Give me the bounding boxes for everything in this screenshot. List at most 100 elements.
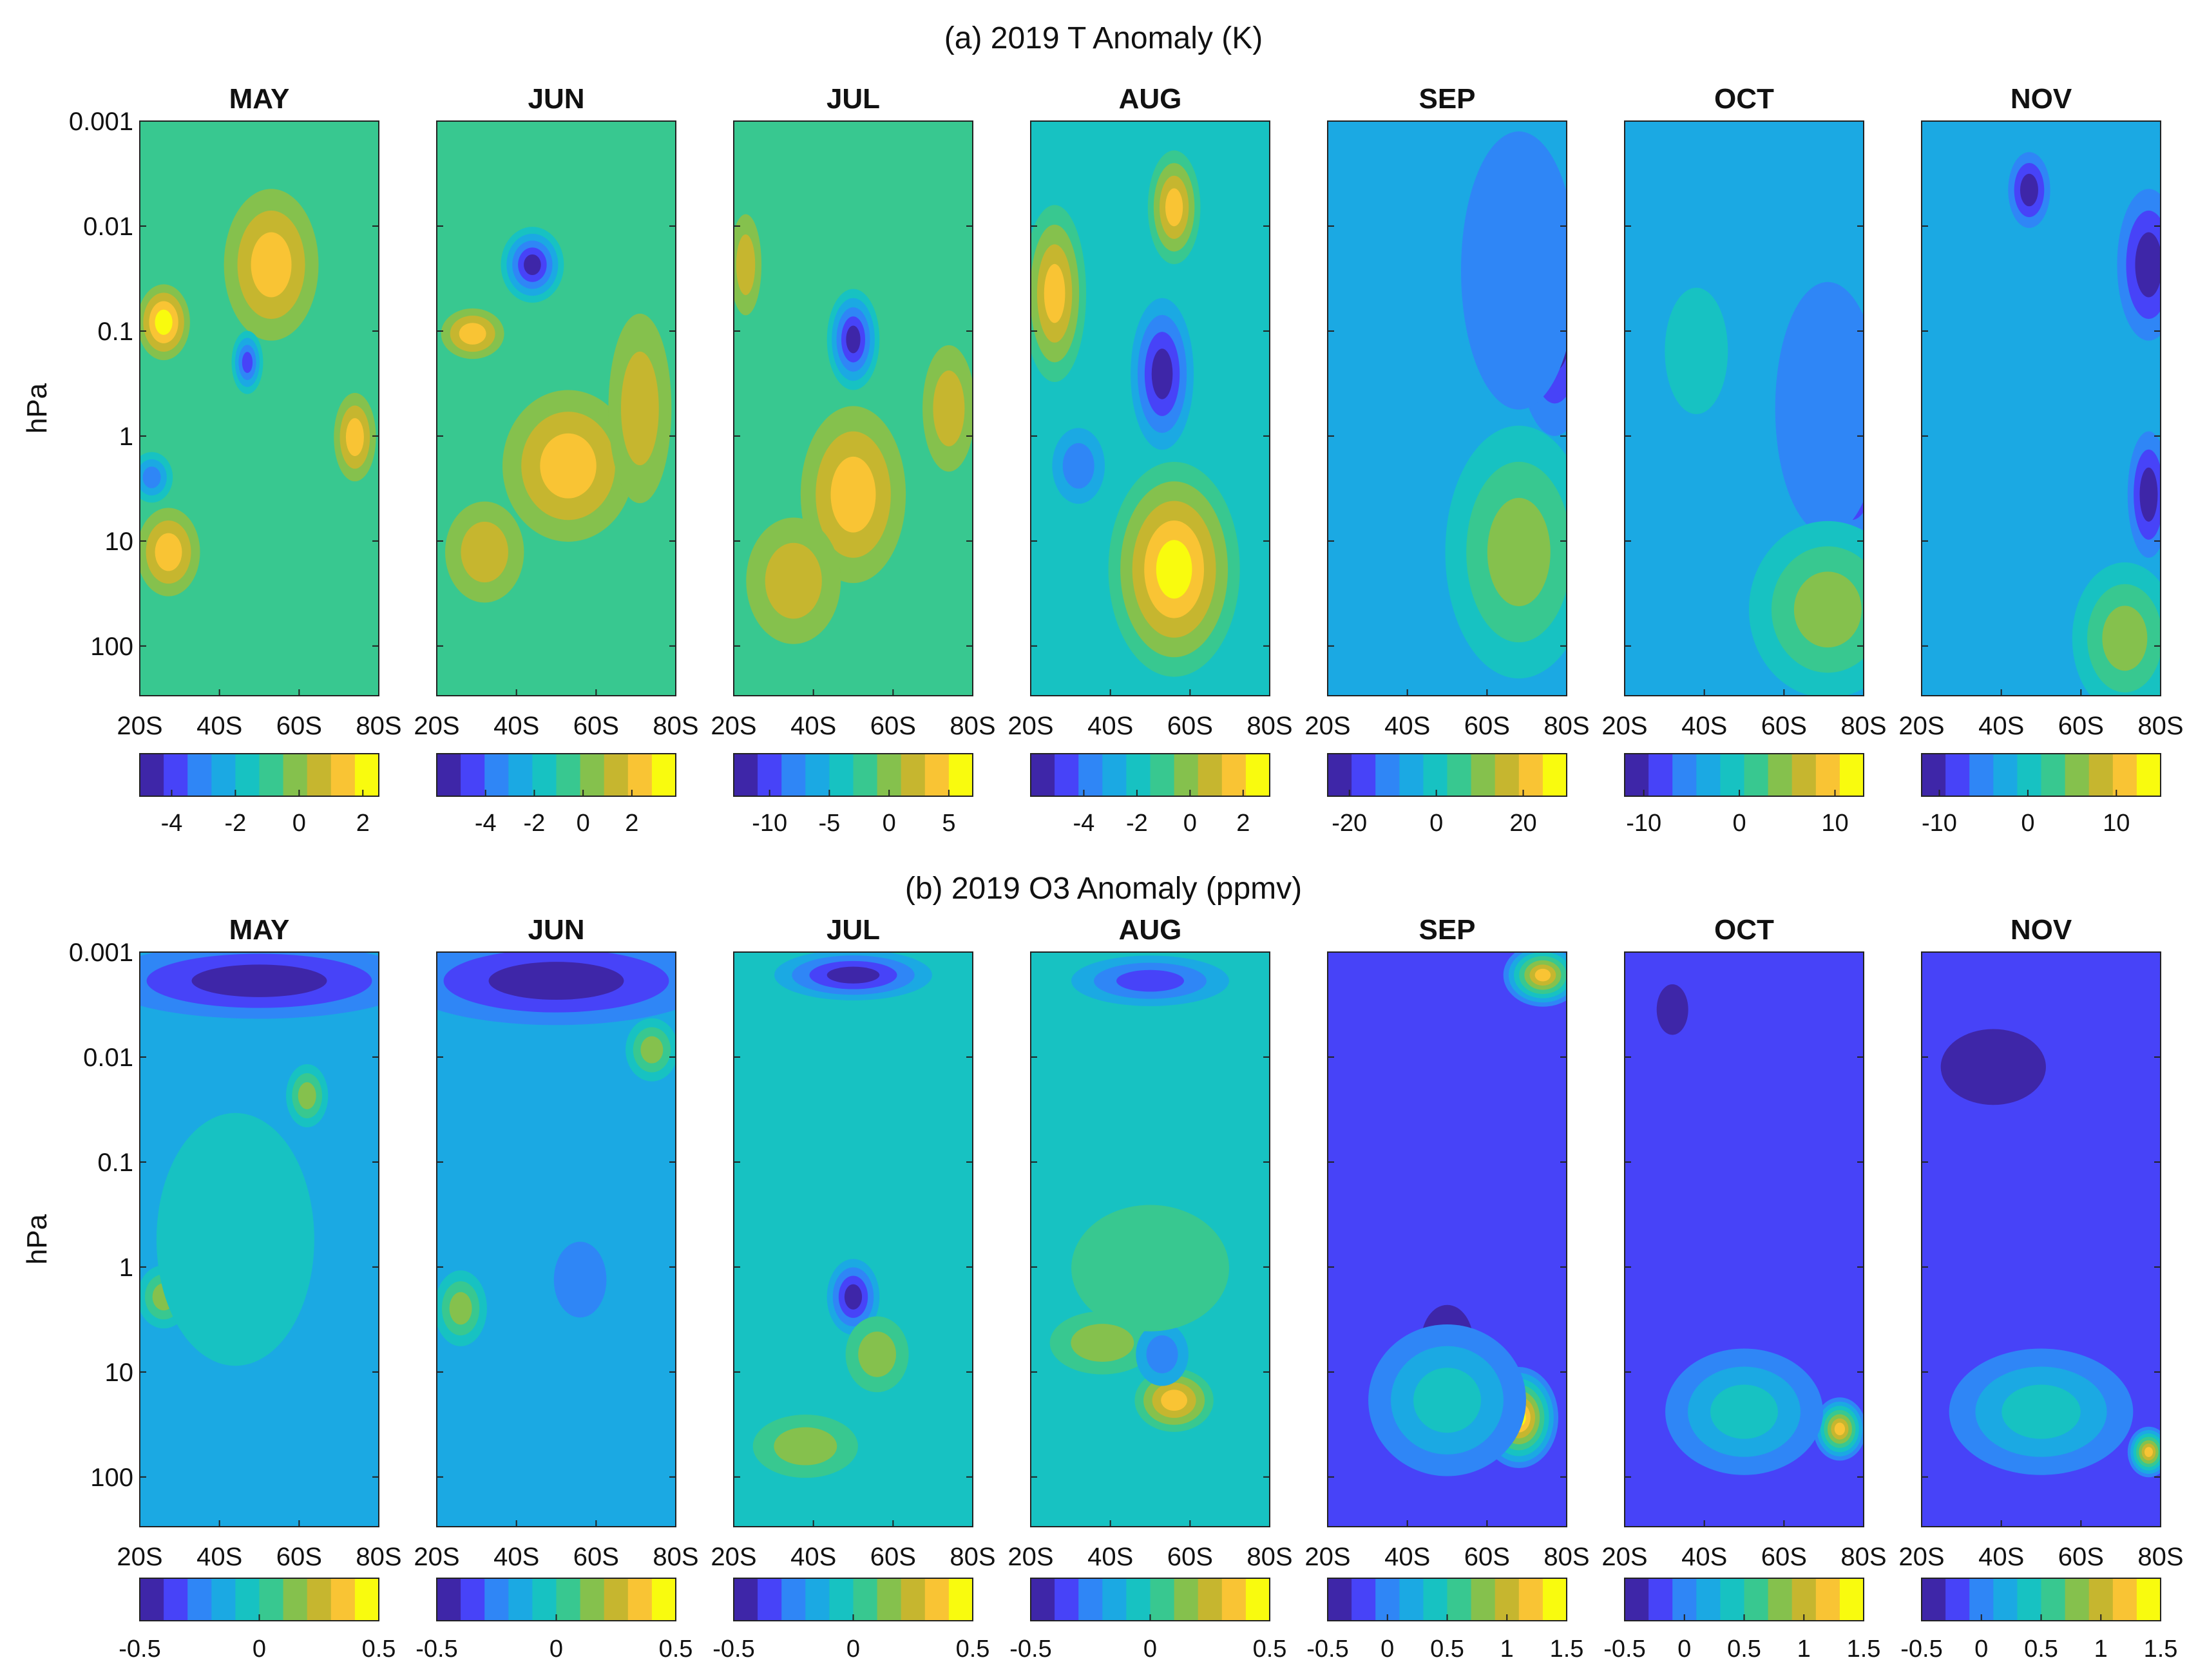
contour-level — [155, 309, 173, 335]
colorbar-segment — [877, 1578, 902, 1621]
colorbar-segment — [2065, 754, 2090, 796]
colorbar-segment — [484, 754, 509, 796]
x-tick-label: 20S — [414, 712, 459, 740]
colorbar-segment — [211, 754, 236, 796]
colorbar-tick-label: -0.5 — [1603, 1636, 1645, 1663]
panel-month-title: JUN — [528, 914, 584, 946]
colorbar-segment — [651, 1578, 676, 1621]
colorbar-segment — [532, 1578, 557, 1621]
colorbar: -0.5 0 0.5 1 1.5 — [1603, 1578, 1880, 1663]
colorbar-tick-label: 0 — [292, 810, 306, 837]
contour-level — [1071, 1324, 1134, 1362]
x-tick-label: 60S — [1464, 712, 1510, 740]
colorbar-segment — [1625, 754, 1649, 796]
colorbar-segment — [437, 1578, 461, 1621]
colorbar-segment — [948, 754, 973, 796]
colorbar-segment — [1720, 1578, 1745, 1621]
colorbar-segment — [2041, 1578, 2066, 1621]
x-tick-label: 80S — [1247, 712, 1292, 740]
colorbar-segment — [532, 754, 557, 796]
x-tick-label: 80S — [1840, 1543, 1886, 1571]
contour-level — [2144, 1447, 2153, 1457]
colorbar-segment — [1055, 754, 1079, 796]
contour-level — [1146, 1335, 1178, 1373]
x-tick-label: 60S — [1167, 1543, 1213, 1571]
colorbar-tick-label: 1.5 — [1550, 1636, 1584, 1663]
contour-field — [1625, 952, 1864, 1527]
colorbar-segment — [805, 754, 830, 796]
colorbar: -0.5 0 0.5 — [712, 1578, 989, 1663]
x-tick-label: 80S — [653, 712, 698, 740]
colorbar: -4 -2 0 2 — [1030, 753, 1270, 837]
y-tick-label: 10 — [105, 528, 134, 556]
colorbar-segment — [1198, 754, 1223, 796]
contour-field — [437, 952, 676, 1527]
colorbar-segment — [604, 754, 629, 796]
contour-level — [846, 325, 861, 354]
colorbar-tick-label: 1.5 — [2144, 1636, 2178, 1663]
contour-level — [830, 456, 876, 533]
colorbar-segment — [1945, 1578, 1970, 1621]
contour-level — [736, 234, 756, 296]
x-tick-label: 60S — [870, 712, 916, 740]
x-tick-label: 20S — [1304, 712, 1350, 740]
colorbar-segment — [1328, 1578, 1352, 1621]
colorbar-segment — [1969, 754, 1994, 796]
contour-field — [140, 952, 379, 1527]
colorbar-segment — [556, 1578, 581, 1621]
y-tick-label: 0.1 — [97, 318, 133, 346]
section-b-title: (b) 2019 O3 Anomaly (ppmv) — [905, 872, 1302, 906]
panel-jun-ozone: JUN 20S 40S 60S 80S -0.5 0 0.5 — [414, 914, 698, 1663]
colorbar-segment — [901, 754, 926, 796]
colorbar-segment — [1102, 754, 1127, 796]
colorbar-segment — [1352, 754, 1376, 796]
colorbar-segment — [1672, 1578, 1697, 1621]
panel-frame — [1030, 951, 1270, 1527]
panel-jul-ozone: JUL 20S 40S 60S 80S -0.5 0 0.5 — [711, 914, 995, 1663]
colorbar-segment — [1150, 754, 1175, 796]
colorbar-segment — [2065, 1578, 2090, 1621]
x-tick-label: 60S — [2058, 712, 2104, 740]
panel-aug-ozone: AUG 20S 40S 60S 80S -0.5 0 0.5 — [1008, 914, 1292, 1663]
contour-level — [1165, 188, 1183, 227]
x-tick-label: 20S — [1898, 712, 1944, 740]
colorbar-segment — [484, 1578, 509, 1621]
colorbar-segment — [651, 754, 676, 796]
colorbar-segment — [1078, 754, 1103, 796]
colorbar-segment — [283, 754, 308, 796]
contour-level — [1151, 348, 1173, 399]
colorbar-segment — [1815, 1578, 1840, 1621]
colorbar-segment — [307, 754, 332, 796]
panel-frame — [733, 951, 973, 1527]
y-tick-label: 1 — [119, 423, 133, 451]
colorbar-tick-label: -0.5 — [1306, 1636, 1348, 1663]
colorbar-segment — [1174, 1578, 1199, 1621]
panel-month-title: MAY — [229, 83, 290, 115]
colorbar-segment — [259, 754, 284, 796]
colorbar-segment — [1447, 1578, 1472, 1621]
x-tick-label: 40S — [196, 712, 242, 740]
colorbar-tick-label: 1 — [1500, 1636, 1514, 1663]
colorbar-segment — [627, 754, 653, 796]
colorbar-segment — [1031, 1578, 1055, 1621]
x-tick-label: 80S — [1543, 1543, 1589, 1571]
colorbar-segment — [1150, 1578, 1175, 1621]
colorbar-tick-label: 0 — [577, 810, 590, 837]
contour-level — [1793, 571, 1862, 648]
contour-level — [1413, 1368, 1481, 1433]
colorbar-segment — [508, 1578, 533, 1621]
colorbar-segment — [556, 754, 581, 796]
colorbar-segment — [235, 754, 260, 796]
contour-level — [640, 1036, 664, 1064]
contour-field — [1625, 121, 1864, 696]
panel-aug-temperature: AUG 20S 40S 60S 80S -4 -2 0 2 — [1008, 83, 1292, 837]
colorbar-tick-label: 0.5 — [1253, 1636, 1287, 1663]
x-tick-label: 40S — [790, 712, 836, 740]
colorbar-segment — [140, 754, 164, 796]
x-tick-label: 20S — [414, 1543, 459, 1571]
panel-month-title: SEP — [1419, 83, 1475, 115]
colorbar-tick-label: -0.5 — [1009, 1636, 1051, 1663]
colorbar-segment — [1542, 754, 1567, 796]
panel-frame — [139, 951, 379, 1527]
